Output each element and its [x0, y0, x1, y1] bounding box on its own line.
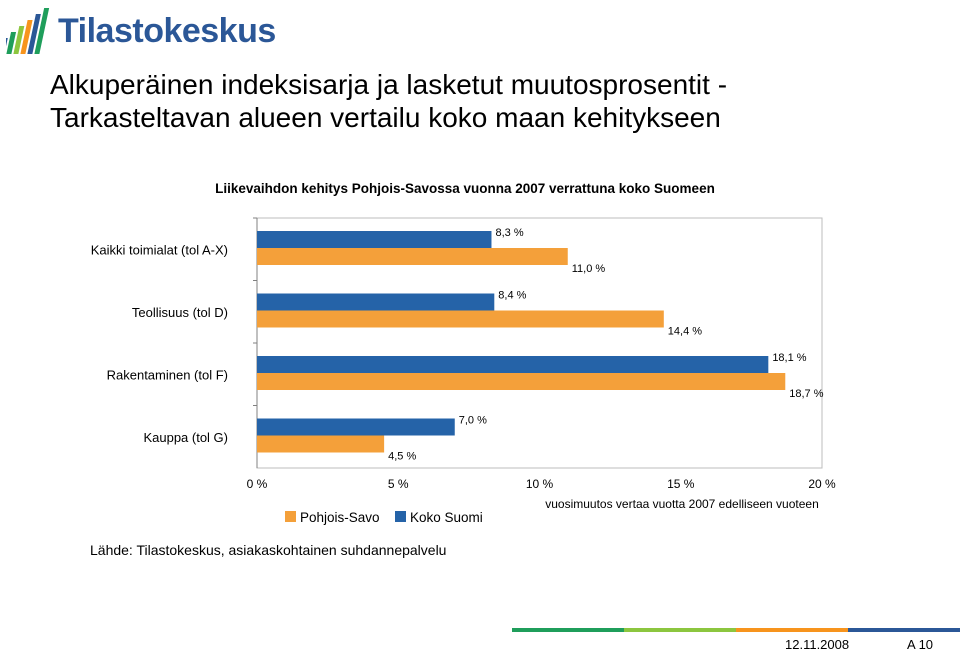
data-label-koko-suomi: 8,4 %	[498, 290, 526, 302]
bar-pohjois-savo	[257, 435, 385, 453]
chart-title: Liikevaihdon kehitys Pohjois-Savossa vuo…	[215, 181, 715, 196]
data-label-pohjois-savo: 18,7 %	[789, 388, 823, 400]
footer-stripe-segment	[512, 628, 624, 632]
legend-label-pohjois-savo: Pohjois-Savo	[300, 510, 380, 525]
footer-stripe-segment	[736, 628, 848, 632]
logo-bar	[13, 26, 25, 54]
category-label: Kauppa (tol G)	[143, 430, 228, 445]
data-label-koko-suomi: 8,3 %	[495, 227, 523, 239]
bar-koko-suomi	[257, 356, 769, 373]
logo-bar	[6, 32, 17, 54]
legend-swatch-koko-suomi	[395, 511, 406, 522]
data-label-koko-suomi: 7,0 %	[459, 415, 487, 427]
tilastokeskus-logo: Tilastokeskus	[0, 4, 276, 56]
data-label-pohjois-savo: 14,4 %	[668, 326, 702, 338]
bar-pohjois-savo	[257, 248, 568, 265]
legend-swatch-pohjois-savo	[285, 511, 296, 522]
logo-bar	[34, 8, 50, 54]
footer-date: 12.11.2008	[785, 637, 850, 652]
x-tick-label: 0 %	[247, 477, 268, 491]
x-tick-label: 5 %	[388, 477, 409, 491]
footer-stripe-segment	[848, 628, 960, 632]
data-label-pohjois-savo: 11,0 %	[572, 263, 606, 275]
logo-text: Tilastokeskus	[58, 12, 276, 50]
bar-pohjois-savo	[257, 373, 786, 390]
logo-bar	[27, 14, 41, 54]
bar-pohjois-savo	[257, 310, 664, 328]
footer-stripe-segment	[624, 628, 736, 632]
category-label: Rakentaminen (tol F)	[107, 367, 228, 382]
bar-koko-suomi	[257, 293, 495, 311]
bar-koko-suomi	[257, 418, 455, 436]
logo-mark-icon	[0, 8, 50, 54]
category-label: Kaikki toimialat (tol A-X)	[91, 242, 228, 257]
category-label: Teollisuus (tol D)	[132, 305, 228, 320]
x-tick-label: 10 %	[526, 477, 554, 491]
data-label-koko-suomi: 18,1 %	[772, 352, 806, 364]
x-axis-label: vuosimuutos vertaa vuotta 2007 edellisee…	[545, 497, 819, 511]
data-label-pohjois-savo: 4,5 %	[388, 451, 416, 463]
slide-title: Alkuperäinen indeksisarja ja lasketut mu…	[50, 69, 728, 133]
x-tick-label: 15 %	[667, 477, 695, 491]
footer-stripe	[512, 628, 960, 632]
logo-bar	[20, 20, 33, 54]
legend-label-koko-suomi: Koko Suomi	[410, 510, 483, 525]
footer-page-number: A 10	[907, 637, 934, 652]
bar-koko-suomi	[257, 231, 492, 248]
source-note: Lähde: Tilastokeskus, asiakaskohtainen s…	[90, 542, 447, 558]
x-tick-label: 20 %	[808, 477, 836, 491]
